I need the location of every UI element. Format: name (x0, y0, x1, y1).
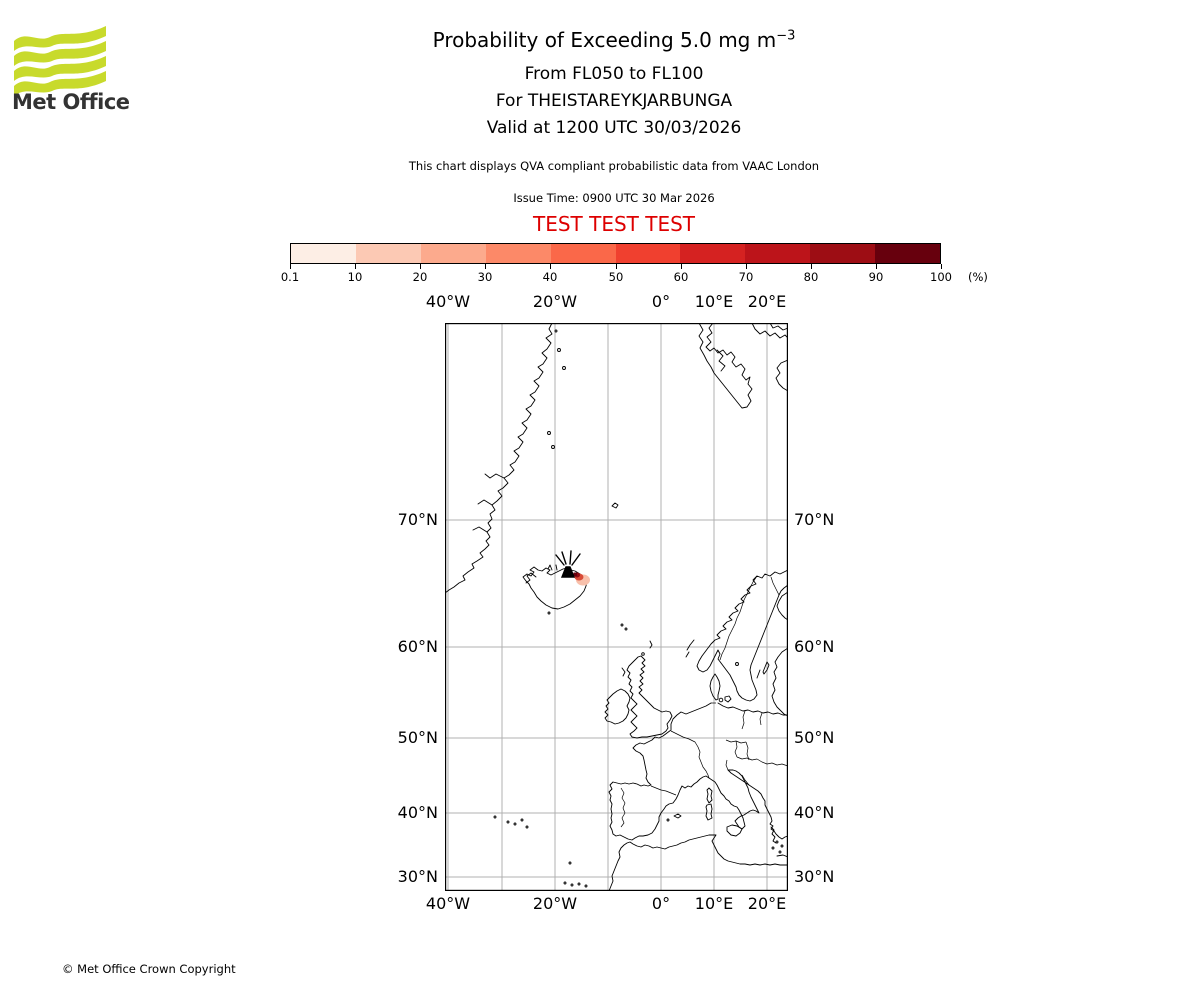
colorbar-tick-label: 60 (673, 270, 689, 284)
colorbar-tick-label: 30 (477, 270, 493, 284)
test-banner: TEST TEST TEST (532, 212, 695, 236)
colorbar-segment (485, 244, 551, 263)
y-axis-label-left: 70°N (397, 510, 438, 529)
y-axis-label-left: 60°N (397, 637, 438, 656)
colorbar-tick (485, 264, 487, 269)
x-axis-label-top: 0° (651, 292, 671, 311)
map-frame (445, 323, 788, 891)
volcano-eruption-icon (555, 550, 581, 578)
map-gridlines (445, 323, 788, 891)
x-axis-label-bottom: 20°E (747, 894, 787, 913)
colorbar-tick (550, 264, 552, 269)
colorbar-tick-label: 20 (412, 270, 428, 284)
valid-time-subtitle: Valid at 1200 UTC 30/03/2026 (486, 118, 742, 138)
x-axis-label-bottom: 40°W (425, 894, 471, 913)
x-axis-label-top: 40°W (425, 292, 471, 311)
qva-note: This chart displays QVA compliant probab… (408, 159, 820, 173)
colorbar-tick (810, 264, 812, 269)
colorbar-segment (875, 244, 941, 263)
y-axis-label-left: 50°N (397, 728, 438, 747)
colorbar-tick-label: 0.1 (280, 270, 300, 284)
colorbar-segment (745, 244, 811, 263)
colorbar-tick-label: 10 (347, 270, 363, 284)
flight-level-subtitle: From FL050 to FL100 (524, 64, 704, 84)
coastlines (445, 323, 788, 891)
colorbar-tick (875, 264, 877, 269)
colorbar-tick-label: 100 (930, 270, 952, 284)
colorbar-segment (355, 244, 421, 263)
x-axis-label-bottom: 10°E (694, 894, 734, 913)
y-axis-label-right: 70°N (794, 510, 835, 529)
colorbar-tick (420, 264, 422, 269)
met-office-wordmark: Met Office (12, 90, 130, 114)
colorbar-tick-label: 40 (542, 270, 558, 284)
met-office-logo (14, 26, 106, 96)
chart-title: Probability of Exceeding 5.0 mg m−3 (214, 28, 1014, 52)
colorbar-segment (291, 244, 356, 263)
colorbar-tick (941, 264, 942, 269)
colorbar-tick-label: 50 (608, 270, 624, 284)
colorbar-tick (680, 264, 682, 269)
colorbar-segment (810, 244, 876, 263)
x-axis-label-top: 20°E (747, 292, 787, 311)
country-borders (620, 575, 788, 828)
y-axis-label-left: 30°N (397, 867, 438, 886)
colorbar-tick (290, 264, 291, 269)
x-axis-label-bottom: 20°W (532, 894, 578, 913)
probability-colorbar (290, 243, 941, 264)
chart-title-text: Probability of Exceeding 5.0 mg m (432, 28, 777, 52)
y-axis-label-right: 50°N (794, 728, 835, 747)
y-axis-label-right: 40°N (794, 803, 835, 822)
colorbar-segment (680, 244, 746, 263)
colorbar-tick (745, 264, 747, 269)
x-axis-label-bottom: 0° (651, 894, 671, 913)
y-axis-label-right: 60°N (794, 637, 835, 656)
chart-title-exponent: −3 (776, 28, 796, 44)
colorbar-tick-label: 80 (803, 270, 819, 284)
ash-probability-contour (573, 572, 590, 586)
volcano-subtitle: For THEISTAREYKJARBUNGA (495, 91, 733, 111)
colorbar-segment (420, 244, 486, 263)
colorbar-tick-label: 90 (868, 270, 884, 284)
x-axis-label-top: 10°E (694, 292, 734, 311)
colorbar-tick (355, 264, 357, 269)
colorbar-tick (615, 264, 617, 269)
y-axis-label-right: 30°N (794, 867, 835, 886)
issue-time: Issue Time: 0900 UTC 30 Mar 2026 (513, 191, 715, 205)
colorbar-segment (550, 244, 616, 263)
map-canvas (445, 323, 788, 891)
colorbar-unit-label: (%) (968, 270, 988, 284)
x-axis-label-top: 20°W (532, 292, 578, 311)
colorbar-tick-label: 70 (738, 270, 754, 284)
colorbar-segment (615, 244, 681, 263)
copyright-notice: © Met Office Crown Copyright (62, 962, 236, 976)
y-axis-label-left: 40°N (397, 803, 438, 822)
